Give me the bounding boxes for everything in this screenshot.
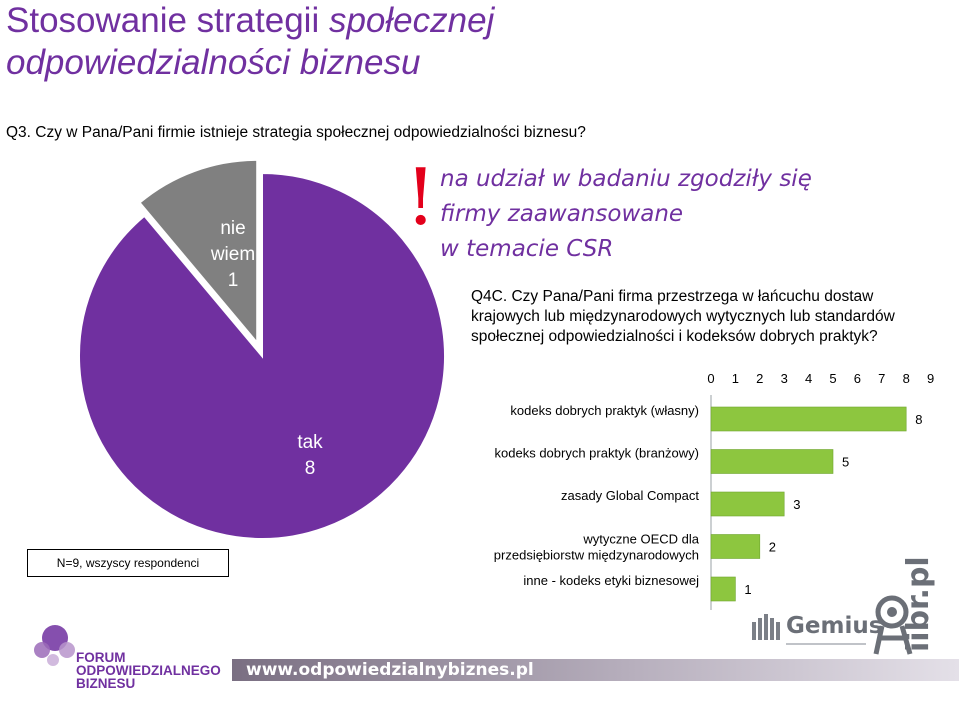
- x-tick-label: 1: [732, 371, 739, 386]
- pie-slice: [78, 171, 446, 540]
- title-regular: Stosowanie strategii: [6, 1, 329, 40]
- gemius-logo-text: Gemius: [786, 613, 883, 639]
- iibr-logo-icon: [873, 595, 913, 655]
- title-italic: społecznej: [328, 1, 495, 40]
- gemius-logo-icon: [752, 614, 866, 645]
- title-line2: odpowiedzialności biznesu: [6, 43, 421, 82]
- exclamation-icon: !: [405, 153, 437, 243]
- bar: [710, 576, 736, 602]
- bar-value-label: 3: [793, 497, 800, 512]
- x-tick-label: 5: [829, 371, 836, 386]
- category-label: kodeks dobrych praktyk (branżowy): [495, 446, 699, 461]
- note-line1: na udział w badaniu zgodziły się: [440, 166, 812, 192]
- forum-line3: BIZNESU: [76, 676, 136, 691]
- forum-line1: FORUM: [76, 650, 126, 665]
- category-label: wytyczne OECD dla przedsiębiorstw międzyn…: [494, 532, 700, 563]
- q4c-line1: Q4C. Czy Pana/Pani firma przestrzega w ł…: [471, 288, 874, 305]
- x-tick-label: 2: [756, 371, 763, 386]
- forum-line2: ODPOWIEDZIALNEGO: [76, 663, 221, 678]
- sample-note: na udział w badaniu zgodziły się firmy z…: [440, 162, 860, 267]
- question-q3: Q3. Czy w Pana/Pani firmie istnieje stra…: [6, 124, 586, 141]
- x-tick-label: 8: [903, 371, 910, 386]
- category-label: zasady Global Compact: [561, 488, 699, 503]
- pie-slice: [138, 158, 259, 346]
- x-tick-label: 6: [854, 371, 861, 386]
- bar-value-label: 1: [744, 582, 751, 597]
- bar: [710, 406, 907, 432]
- bar-value-label: 5: [842, 455, 849, 470]
- pie-slice-label: tak 8: [297, 432, 323, 479]
- forum-logo-icon: [34, 625, 75, 666]
- website-url: www.odpowiedzialnybiznes.pl: [246, 660, 534, 680]
- q4c-line3: społecznej odpowiedzialności i kodeksów …: [471, 328, 878, 345]
- sample-size-label: N=9, wszyscy respondenci: [27, 549, 229, 577]
- note-line2: firmy zaawansowane: [440, 201, 684, 227]
- pie-chart: nie wiem 1 tak 8: [78, 158, 446, 540]
- bar-value-label: 8: [915, 412, 922, 427]
- bar: [710, 534, 761, 559]
- note-line3: w temacie CSR: [440, 236, 614, 262]
- pie-slice-label: nie wiem 1: [210, 218, 255, 291]
- x-tick-label: 0: [707, 371, 714, 386]
- forum-logo-text: FORUM ODPOWIEDZIALNEGO BIZNESU: [76, 650, 221, 691]
- bar-chart: 0 1 2 3 4 5 6 7 8 9 8 kodeks dobrych praktyk (własn…: [494, 371, 934, 610]
- x-tick-label: 9: [927, 371, 934, 386]
- bar: [710, 449, 834, 474]
- x-tick-label: 4: [805, 371, 812, 386]
- bar: [710, 491, 785, 517]
- category-label: kodeks dobrych praktyk (własny): [510, 403, 699, 418]
- url-banner: [232, 659, 959, 681]
- page-title: Stosowanie strategii społecznej odpowiedz…: [6, 0, 494, 84]
- iibr-logo-text: iibr.pl: [901, 556, 936, 652]
- bar-value-label: 2: [769, 540, 776, 555]
- question-q4c: Q4C. Czy Pana/Pani firma przestrzega w ł…: [471, 287, 941, 347]
- q4c-line2: krajowych lub międzynarodowych wytycznyc…: [471, 308, 895, 325]
- category-label: inne - kodeks etyki biznesowej: [523, 573, 699, 588]
- x-tick-label: 7: [878, 371, 885, 386]
- x-tick-label: 3: [781, 371, 788, 386]
